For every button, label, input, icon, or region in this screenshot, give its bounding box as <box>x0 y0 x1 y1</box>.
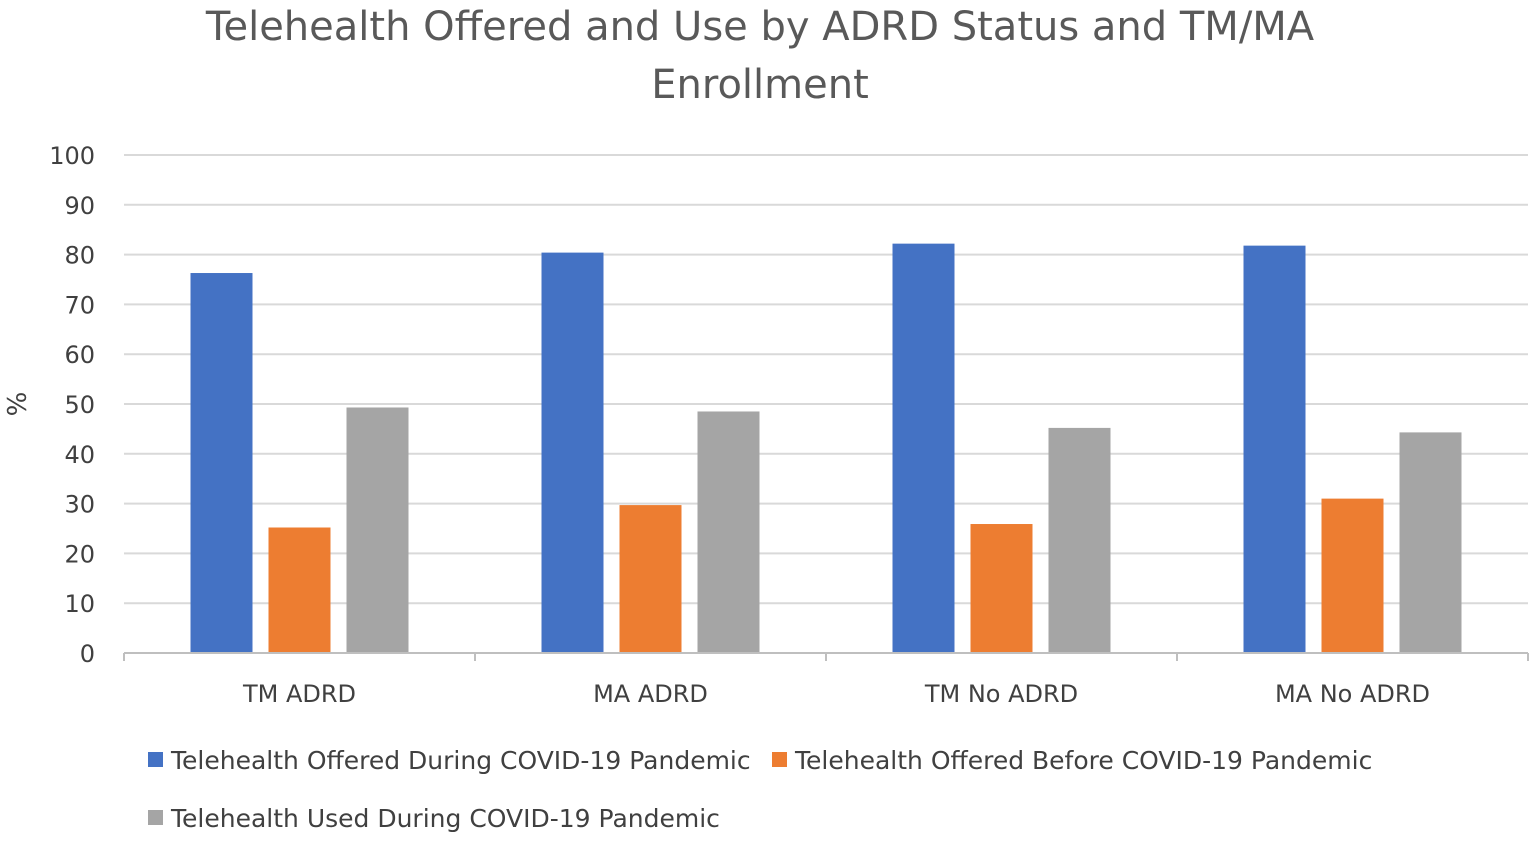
x-axis <box>123 652 1529 661</box>
legend-swatch <box>148 810 163 825</box>
x-category-label: MA ADRD <box>593 680 708 708</box>
bars <box>190 243 1462 654</box>
bar-3-tm-no-adrd <box>1048 427 1111 653</box>
y-axis-label: % <box>3 392 33 417</box>
legend-label: Telehealth Offered Before COVID-19 Pande… <box>794 746 1372 775</box>
chart-title: Telehealth Offered and Use by ADRD Statu… <box>205 4 1315 108</box>
gridlines <box>124 154 1528 605</box>
y-tick-label: 10 <box>64 590 95 618</box>
legend-label: Telehealth Offered During COVID-19 Pande… <box>170 746 751 775</box>
bar-2-ma-adrd <box>619 505 682 653</box>
y-tick-label: 20 <box>64 540 95 568</box>
bar-2-tm-no-adrd <box>970 524 1033 653</box>
legend: Telehealth Offered During COVID-19 Pande… <box>148 746 1372 833</box>
y-tick-label: 60 <box>64 341 95 369</box>
bar-1-tm-no-adrd <box>892 243 955 654</box>
x-category-label: MA No ADRD <box>1275 680 1430 708</box>
bar-1-ma-adrd <box>541 252 604 653</box>
y-tick-label: 100 <box>49 142 95 170</box>
y-tick-label: 90 <box>64 192 95 220</box>
chart-title-line-2: Enrollment <box>651 62 869 108</box>
bar-1-tm-adrd <box>190 273 253 653</box>
bar-2-ma-no-adrd <box>1321 498 1384 653</box>
x-category-label: TM ADRD <box>242 680 356 708</box>
y-tick-label: 40 <box>64 441 95 469</box>
y-tick-label: 70 <box>64 291 95 319</box>
y-tick-label: 0 <box>80 640 95 668</box>
y-tick-label: 30 <box>64 491 95 519</box>
x-axis-categories: TM ADRD MA ADRD TM No ADRD MA No ADRD <box>242 680 1430 708</box>
y-axis-ticks: 0 10 20 30 40 50 60 70 80 90 100 <box>49 142 95 668</box>
legend-swatch <box>772 752 787 767</box>
bar-3-ma-adrd <box>697 411 760 653</box>
x-category-label: TM No ADRD <box>924 680 1078 708</box>
bar-1-ma-no-adrd <box>1243 245 1306 654</box>
bar-3-tm-adrd <box>346 407 409 653</box>
y-tick-label: 80 <box>64 242 95 270</box>
bar-3-ma-no-adrd <box>1399 432 1462 653</box>
legend-swatch <box>148 752 163 767</box>
legend-label: Telehealth Used During COVID-19 Pandemic <box>170 804 720 833</box>
chart-title-line-1: Telehealth Offered and Use by ADRD Statu… <box>205 4 1315 50</box>
y-tick-label: 50 <box>64 391 95 419</box>
bar-2-tm-adrd <box>268 527 331 653</box>
